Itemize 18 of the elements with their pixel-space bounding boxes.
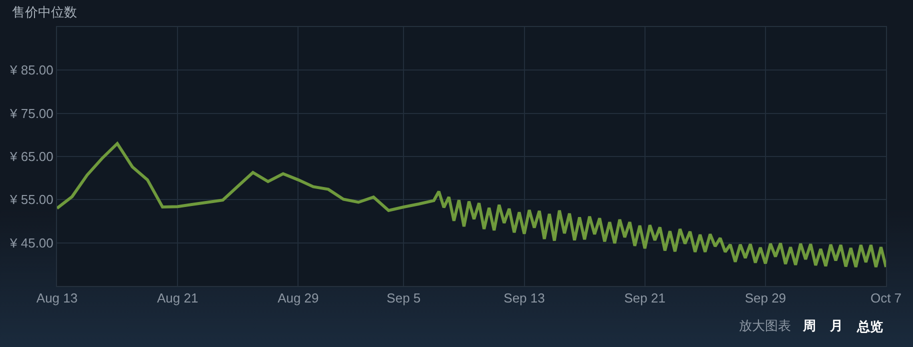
chart-title: 售价中位数 xyxy=(12,6,77,21)
x-tick-label: Sep 5 xyxy=(386,290,421,306)
text: 周 xyxy=(802,319,816,334)
y-tick-label: ¥ 55.00 xyxy=(9,192,54,208)
y-tick-label: ¥ 65.00 xyxy=(9,149,54,164)
text: 总览 xyxy=(856,319,883,335)
x-tick-label: Oct 7 xyxy=(870,290,902,306)
x-tick-label: Aug 21 xyxy=(156,290,198,306)
x-tick-label: Aug 13 xyxy=(36,290,78,306)
y-tick-label: ¥ 75.00 xyxy=(9,106,54,121)
y-tick-label: ¥ 45.00 xyxy=(9,235,54,250)
y-tick-label: ¥ 85.00 xyxy=(9,62,54,78)
x-tick-label: Sep 29 xyxy=(744,290,786,306)
x-tick-label: Sep 21 xyxy=(624,290,666,306)
text: 月 xyxy=(829,319,843,334)
text: 放大图表 xyxy=(739,319,791,334)
x-tick-label: Sep 13 xyxy=(504,290,545,306)
x-tick-label: Aug 29 xyxy=(278,290,319,306)
